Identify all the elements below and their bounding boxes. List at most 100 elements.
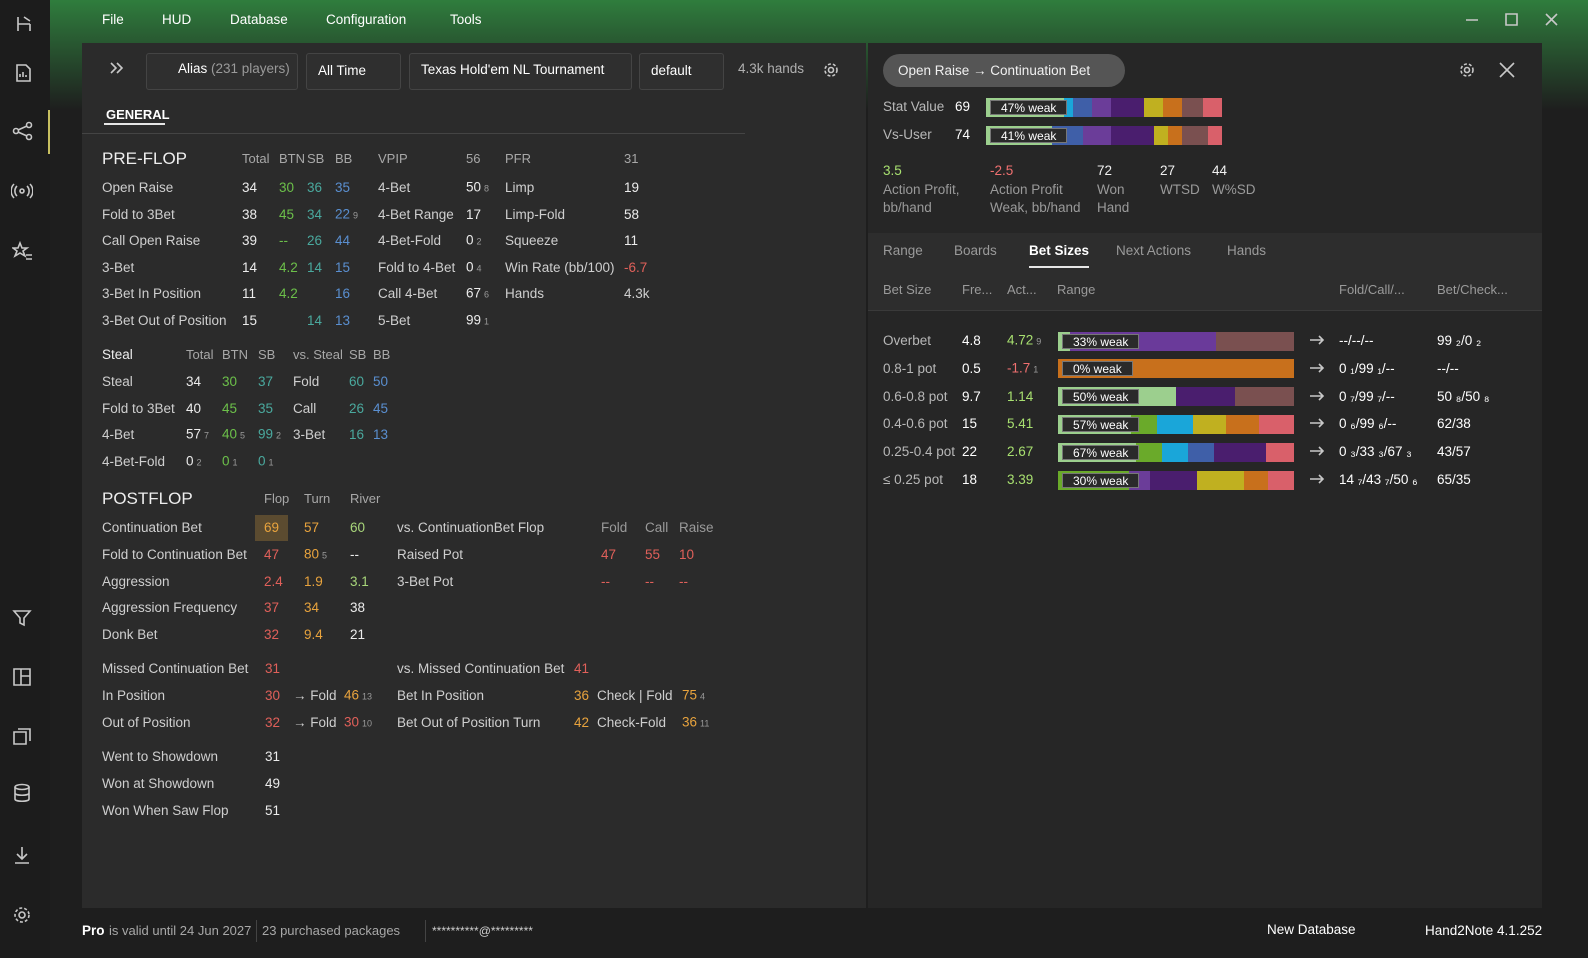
period[interactable]: All Time [318,63,367,78]
summary-value: 44 [1212,163,1228,178]
table-cell: 30 [222,373,237,391]
layout-icon[interactable] [12,667,32,687]
settings-icon[interactable] [11,904,33,926]
cell-value: 15 [335,259,351,275]
cell-value: Fold [601,520,628,535]
table-cell: 5.41 [1007,415,1033,433]
bar-label: 47% weak [990,100,1068,115]
table-cell: Limp [505,180,535,195]
detail-tab[interactable]: Next Actions [1116,243,1192,258]
alias-label[interactable]: Alias [178,61,208,76]
table-cell: -6.7 [624,259,647,277]
cell-value: 1.14 [1007,388,1034,404]
period-filter[interactable] [306,53,401,90]
bar-segment [1162,98,1182,117]
cell-value: 30 [344,714,360,730]
table-cell: 22 9 [335,205,358,224]
bet-size: 0.4-0.6 pot [883,416,948,432]
table-cell: 15 [242,313,258,328]
menu-item[interactable]: HUD [162,12,192,27]
table-cell: Bet Out of Position Turn [397,715,541,730]
profile-filter[interactable] [639,53,724,90]
windows-icon[interactable] [12,727,32,747]
bet-check: 65/35 [1437,472,1471,487]
cell-value: 3.1 [350,573,369,589]
table-cell: 32 [264,626,279,644]
stat-label: Stat Value [883,99,945,114]
settings-button[interactable] [822,61,840,79]
summary-label: bb/hand [883,200,932,215]
cell-value: 80 [304,546,320,562]
column-header: Range [1057,282,1096,297]
table-cell: 16 [335,285,350,303]
game[interactable]: Texas Hold'em NL Tournament [421,62,605,77]
cell-value: -6.7 [624,259,648,275]
table-cell: 49 [265,776,281,791]
table-cell: 4-Bet [102,427,135,443]
detail-tab[interactable]: Boards [954,243,997,258]
graph-icon[interactable] [12,121,34,141]
menu-item[interactable]: Configuration [326,12,407,27]
detail-tab[interactable]: Bet Sizes [1029,243,1090,258]
alias-filter[interactable] [146,53,298,90]
cell-value: 67 [466,285,482,301]
table-cell: 15 [335,259,350,277]
packages[interactable]: 23 purchased packages [262,923,401,938]
cell-value: 14 [307,259,323,275]
table-cell: 60 [350,519,365,537]
favorites-icon[interactable] [12,241,34,261]
stat-pill[interactable] [883,54,1125,87]
cell-value: 0 [466,232,474,248]
table-cell: Won When Saw Flop [102,803,229,818]
table-cell: 34 [304,599,319,617]
table-cell: Limp-Fold [505,206,566,222]
reports-icon[interactable] [13,63,33,83]
bar-segment [1258,414,1294,434]
cell-value: 47 [264,546,280,562]
bet-size: 0.6-0.8 pot [883,388,948,404]
cell-count: 9 [353,210,359,221]
cell-count: 2 [476,236,482,247]
column-header: Fold/Call/... [1339,282,1405,297]
menu-item[interactable]: Tools [450,12,482,27]
expand-icon[interactable] [108,60,126,76]
table-cell: Raise [679,519,714,537]
detail-tab[interactable]: Hands [1227,243,1267,258]
game-filter[interactable] [409,53,632,90]
cell-value: 60 [350,520,366,535]
table-cell: In Position [102,688,166,703]
stat-title[interactable]: Open Raise → Continuation Bet [898,63,1091,78]
left-panel [82,43,866,908]
table-cell: 37 [264,599,279,617]
cell-count: 1 [232,457,238,468]
bar-segment [1244,470,1268,490]
table-cell: Hands [505,286,545,302]
table-cell: Went to Showdown [102,749,219,764]
window-controls[interactable] [1464,10,1564,30]
database[interactable]: New Database [1267,922,1356,937]
table-cell: 13 [373,426,388,444]
profile[interactable]: default [651,63,692,78]
cell-value: 40 [222,426,238,442]
table-cell: Win Rate (bb/100) [505,259,615,275]
cell-value: 34 [304,600,320,616]
arrow [1310,363,1325,373]
cell-value: 47 [601,546,617,562]
detail-tab[interactable]: Range [883,243,923,258]
panel-controls[interactable] [1458,61,1528,79]
database-icon[interactable] [12,783,32,803]
download-icon[interactable] [12,845,32,865]
menu-item[interactable]: File [102,12,124,27]
cell-value: 36 [682,714,698,730]
frequency: 22 [962,444,978,460]
table-cell: 14 [307,312,322,330]
cell-value: 36 [574,688,590,703]
tab[interactable]: GENERAL [106,107,170,122]
cell-value: 42 [574,715,590,730]
filter-icon[interactable] [12,608,32,628]
live-icon[interactable] [11,181,33,201]
cell-count: 1 [1033,364,1039,375]
bar-segment [1176,387,1235,407]
cell-value: -- [645,573,654,589]
menu-item[interactable]: Database [230,12,288,27]
